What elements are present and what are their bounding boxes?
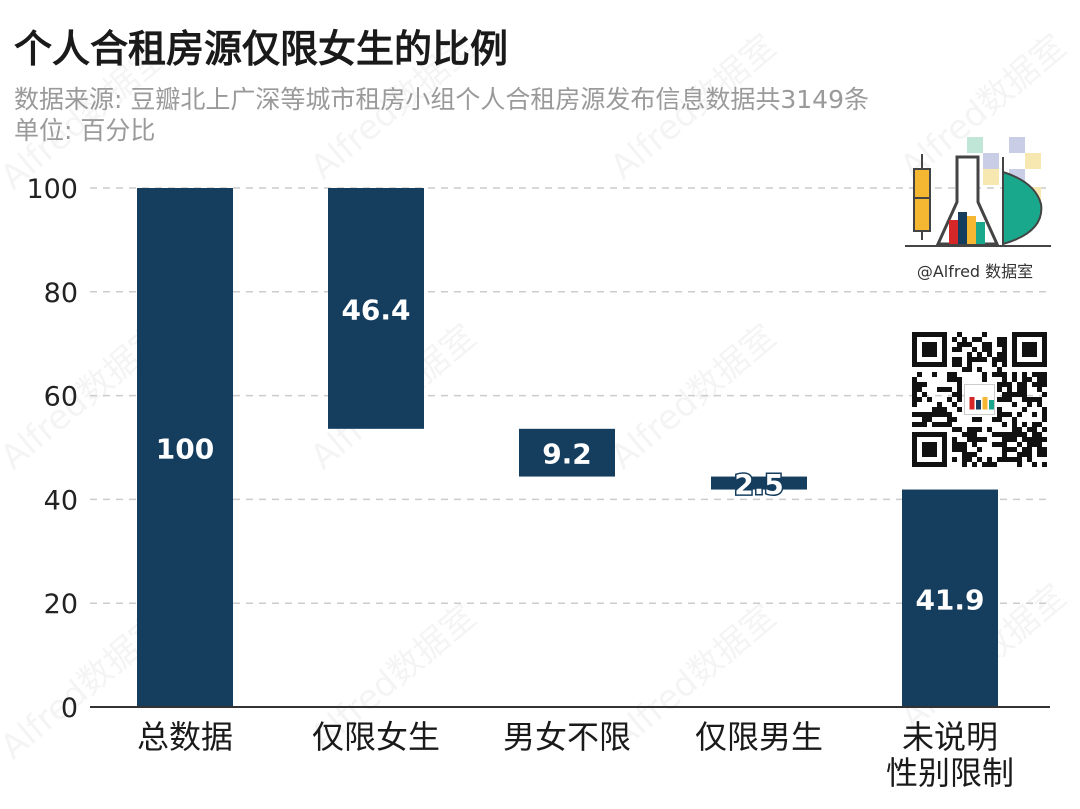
logo-caption: @Alfred 数据室 <box>916 262 1034 281</box>
bar <box>137 188 233 707</box>
data-label: 41.9 <box>915 583 984 616</box>
y-tick-label: 60 <box>44 382 78 413</box>
chart-subtitle-source: 数据来源: 豆瓣北上广深等城市租房小组个人合租房源发布信息数据共3149条 <box>14 85 869 114</box>
bar <box>902 489 998 707</box>
y-tick-label: 0 <box>61 693 78 724</box>
bar <box>328 188 424 429</box>
bar <box>711 476 807 490</box>
qr-code-icon[interactable] <box>912 332 1047 467</box>
x-tick-label: 男女不限 <box>503 718 631 756</box>
chart-subtitle-unit: 单位: 百分比 <box>14 116 156 145</box>
chart-title: 个人合租房源仅限女生的比例 <box>14 27 509 71</box>
y-tick-label: 80 <box>44 278 78 309</box>
data-label: 46.4 <box>341 293 410 326</box>
x-tick-label: 总数据 <box>137 718 233 756</box>
data-label: 2.5 <box>734 468 784 501</box>
y-tick-label: 100 <box>26 174 78 205</box>
x-tick-label: 仅限男生 <box>695 718 823 756</box>
alfred-logo-icon <box>905 137 1051 247</box>
bar <box>519 428 615 477</box>
y-tick-label: 20 <box>44 589 78 620</box>
data-label: 9.2 <box>542 438 592 471</box>
x-tick-label: 未说明性别限制 <box>886 718 1014 792</box>
y-tick-label: 40 <box>44 485 78 516</box>
data-label: 100 <box>156 433 214 466</box>
x-tick-label: 仅限女生 <box>312 718 440 756</box>
